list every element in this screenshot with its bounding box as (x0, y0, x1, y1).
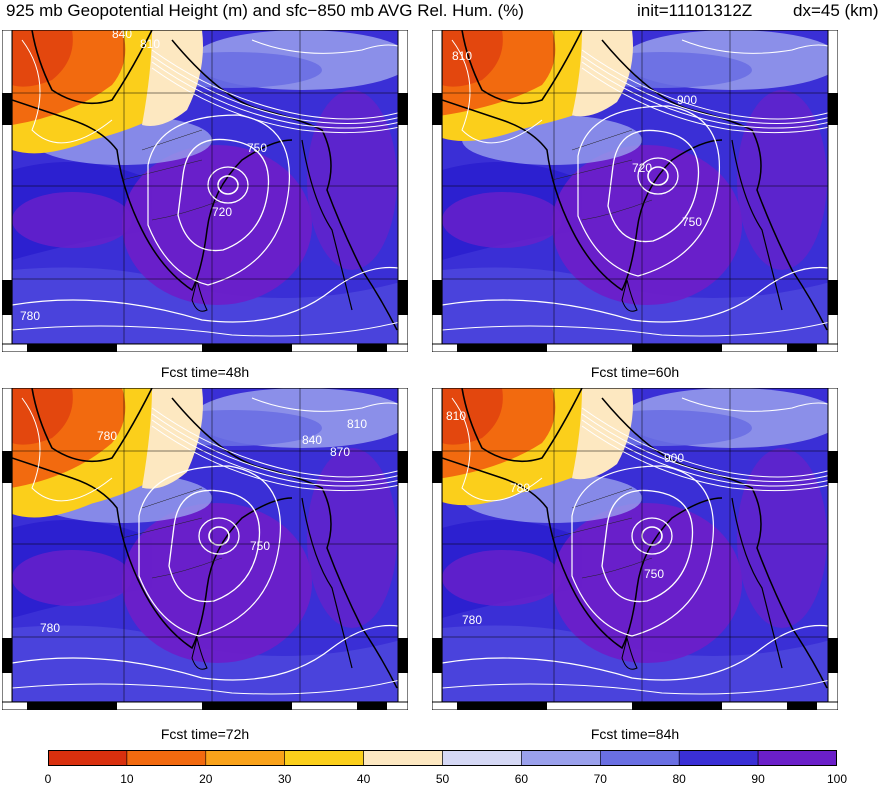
contour-label: 780 (510, 481, 530, 495)
contour-label: 840 (302, 433, 322, 447)
figure-title: 925 mb Geopotential Height (m) and sfc−8… (0, 0, 893, 22)
colorbar-tick-label: 100 (826, 772, 848, 786)
contour-label: 810 (347, 417, 367, 431)
map-canvas: 810 900 780 750 780 (432, 388, 838, 710)
caption-72h: Fcst time=72h (160, 726, 250, 742)
contour-label: 750 (682, 215, 702, 229)
contour-label: 900 (677, 93, 697, 107)
colorbar-segment (284, 750, 364, 766)
map-panel-60h: 810 900 720 750 (432, 30, 838, 352)
colorbar-tick-label: 80 (672, 772, 686, 786)
contour-label: 810 (140, 37, 160, 51)
colorbar-tick-label: 30 (278, 772, 292, 786)
contour-label: 720 (632, 161, 652, 175)
map-canvas: 780 840 870 810 750 780 (2, 388, 408, 710)
caption-60h: Fcst time=60h (590, 364, 680, 380)
colorbar-tick-label: 90 (751, 772, 765, 786)
colorbar-segment (678, 750, 759, 766)
colorbar-segment (363, 750, 443, 766)
grid-spacing: dx=45 (km) (793, 1, 879, 20)
colorbar-tick-label: 70 (593, 772, 607, 786)
colorbar-segment (757, 750, 837, 766)
init-time: init=11101312Z (637, 1, 753, 20)
colorbar-tick-label: 20 (199, 772, 213, 786)
contour-label: 780 (462, 613, 482, 627)
contour-label: 810 (446, 409, 466, 423)
colorbar-segment (599, 750, 680, 766)
colorbar-tick-label: 40 (356, 772, 371, 786)
contour-label: 750 (250, 539, 270, 553)
title-text: 925 mb Geopotential Height (m) and sfc−8… (6, 1, 524, 20)
colorbar-tick-labels: 0 10 20 30 40 50 60 70 80 90 100 (44, 772, 847, 788)
colorbar-tick-label: 10 (120, 772, 134, 786)
colorbar-tick-label: 0 (44, 772, 52, 786)
map-canvas: 840 810 750 720 780 (2, 30, 408, 352)
contour-label: 780 (40, 621, 60, 635)
caption-48h: Fcst time=48h (160, 364, 250, 380)
map-panel-48h: 840 810 750 720 780 (2, 30, 408, 352)
contour-label: 810 (452, 49, 472, 63)
colorbar-segment (126, 750, 207, 766)
colorbar-segment (205, 750, 286, 766)
contour-label: 720 (212, 205, 232, 219)
contour-label: 840 (112, 30, 132, 41)
map-panel-84h: 810 900 780 750 780 (432, 388, 838, 710)
contour-label: 900 (664, 451, 684, 465)
colorbar-segment (442, 750, 522, 766)
colorbar (48, 750, 837, 766)
colorbar-segment (48, 750, 128, 766)
colorbar-tick-label: 60 (514, 772, 529, 786)
map-canvas: 810 900 720 750 (432, 30, 838, 352)
caption-84h: Fcst time=84h (590, 726, 680, 742)
map-panel-72h: 780 840 870 810 750 780 (2, 388, 408, 710)
contour-label: 870 (330, 445, 350, 459)
colorbar-segment (521, 750, 601, 766)
contour-label: 750 (644, 567, 664, 581)
contour-label: 780 (97, 429, 117, 443)
contour-label: 780 (20, 309, 40, 323)
colorbar-tick-label: 50 (435, 772, 450, 786)
contour-label: 750 (247, 141, 267, 155)
